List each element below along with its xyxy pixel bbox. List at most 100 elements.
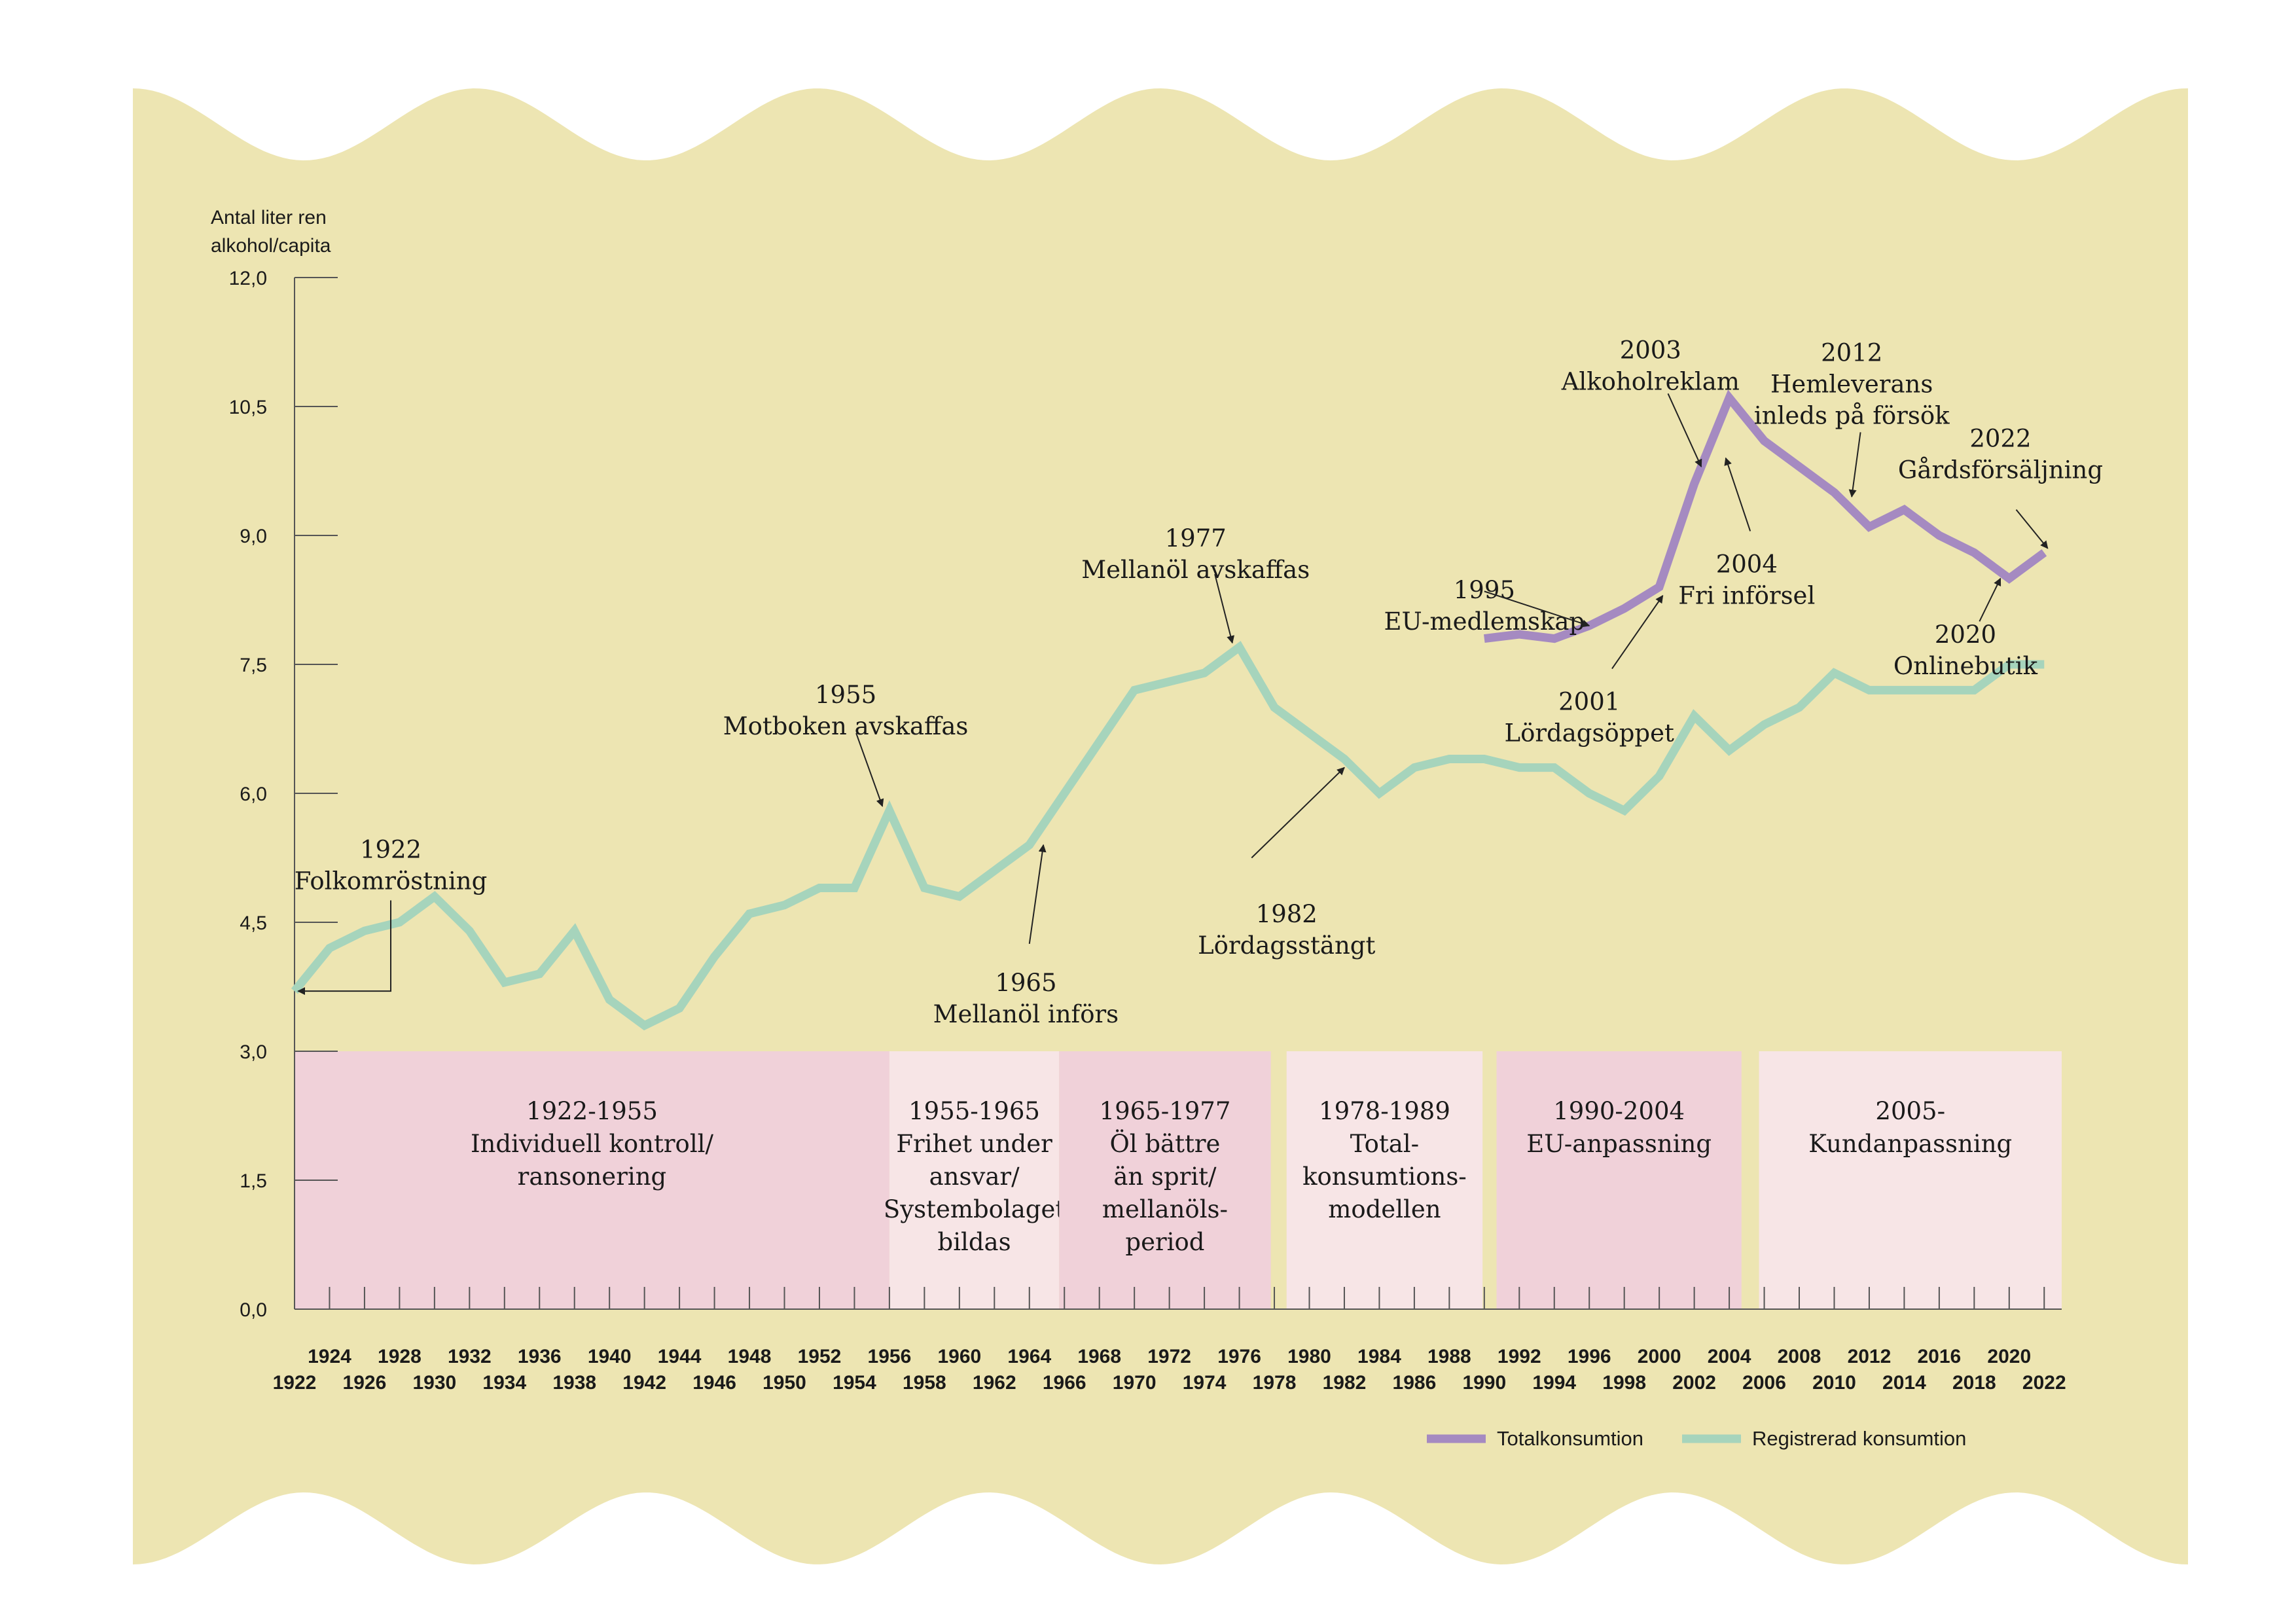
y-tick-label-8: 12,0: [229, 268, 267, 289]
x-tick-label-top-4: 1940: [588, 1346, 632, 1367]
y-tick-label-4: 6,0: [240, 784, 267, 805]
y-tick-label-5: 7,5: [240, 655, 267, 676]
x-tick-label-bottom-12: 1970: [1113, 1372, 1157, 1394]
x-tick-label-top-22: 2012: [1848, 1346, 1892, 1367]
x-tick-label-bottom-3: 1934: [482, 1372, 526, 1394]
x-tick-label-top-13: 1976: [1217, 1346, 1261, 1367]
x-tick-label-bottom-24: 2018: [1952, 1372, 1996, 1394]
annotation-9-line-1: Hemleverans: [1770, 370, 1933, 398]
annotation-3-line-0: 1977: [1165, 524, 1227, 552]
x-tick-label-bottom-25: 2022: [2022, 1372, 2066, 1394]
x-tick-label-bottom-13: 1974: [1183, 1372, 1227, 1394]
era-label-0-1: Individuell kontroll/: [471, 1130, 714, 1158]
era-label-4-0: 1990-2004: [1553, 1097, 1685, 1125]
x-tick-label-top-10: 1964: [1007, 1346, 1051, 1367]
x-tick-label-bottom-1: 1926: [343, 1372, 387, 1394]
x-tick-label-top-5: 1944: [658, 1346, 702, 1367]
annotation-1-line-1: Motboken avskaffas: [723, 712, 969, 740]
x-tick-label-top-2: 1932: [448, 1346, 492, 1367]
x-tick-label-top-15: 1984: [1357, 1346, 1401, 1367]
x-tick-label-top-23: 2016: [1917, 1346, 1961, 1367]
annotation-6-pointer: [1611, 594, 1664, 670]
x-tick-label-bottom-21: 2006: [1742, 1372, 1786, 1394]
era-band-3: [1286, 1051, 1483, 1309]
y-axis-label-line2: alkohol/capita: [211, 235, 331, 257]
annotation-6-line-1: Lördagsöppet: [1505, 719, 1674, 748]
era-label-2-0: 1965-1977: [1100, 1097, 1231, 1125]
x-tick-label-top-12: 1972: [1147, 1346, 1191, 1367]
era-label-1-2: ansvar/: [929, 1163, 1020, 1191]
x-tick-label-bottom-2: 1930: [412, 1372, 456, 1394]
era-band-2: [1059, 1051, 1271, 1309]
annotation-2-line-0: 1965: [995, 969, 1056, 997]
x-tick-label-top-6: 1948: [728, 1346, 772, 1367]
y-tick-label-1: 1,5: [240, 1170, 267, 1192]
y-ticks: 0,0 1,5 3,0 4,5 6,0 7,5 9,0 10,5 12,0: [229, 268, 338, 1321]
era-label-1-4: bildas: [938, 1228, 1011, 1256]
x-tick-label-bottom-5: 1942: [622, 1372, 666, 1394]
x-tick-label-bottom-19: 1998: [1602, 1372, 1646, 1394]
era-label-2-1: Öl bättre: [1109, 1129, 1220, 1158]
era-band-4: [1496, 1051, 1742, 1309]
chart-background: [133, 88, 2188, 1564]
annotation-9-line-2: inleds på försök: [1754, 401, 1950, 429]
x-tick-label-top-17: 1992: [1498, 1346, 1541, 1367]
annotations: 1922 Folkomröstning 1955 Motboken avskaffas…: [295, 336, 2103, 1028]
annotation-10-line-0: 2022: [1969, 425, 2031, 453]
annotation-10-pointer: [2015, 509, 2049, 549]
annotation-5-pointer: [1484, 590, 1590, 628]
era-label-1-0: 1955-1965: [908, 1097, 1040, 1125]
annotation-0-line-1: Folkomröstning: [295, 867, 488, 895]
x-tick-label-top-8: 1956: [868, 1346, 912, 1367]
legend-registered-label: Registrerad konsumtion: [1752, 1427, 1966, 1450]
x-tick-label-top-9: 1960: [937, 1346, 981, 1367]
x-tick-label-top-16: 1988: [1427, 1346, 1471, 1367]
annotation-3-line-1: Mellanöl avskaffas: [1081, 556, 1310, 584]
annotation-2-pointer: [1028, 844, 1047, 944]
era-label-2-4: period: [1125, 1228, 1204, 1256]
era-label-5-0: 2005-: [1875, 1097, 1945, 1125]
annotation-0-pointer: [297, 900, 392, 996]
era-band-5: [1759, 1051, 2062, 1309]
y-tick-label-0: 0,0: [240, 1299, 267, 1321]
x-tick-label-bottom-20: 2002: [1672, 1372, 1716, 1394]
annotation-11-line-1: Onlinebutik: [1893, 652, 2038, 680]
era-label-1-1: Frihet under: [896, 1130, 1052, 1158]
era-label-3-2: konsumtions-: [1302, 1163, 1467, 1191]
annotation-2-line-1: Mellanöl införs: [933, 1000, 1119, 1028]
annotation-7-pointer: [1667, 393, 1702, 468]
x-ticks: 1924 1928 1932 1936 1940 1944 1948 1952 1956 1960…: [273, 1287, 2066, 1394]
era-band-0: [295, 1051, 889, 1309]
y-tick-label-2: 3,0: [240, 1041, 267, 1063]
x-tick-label-top-19: 2000: [1638, 1346, 1681, 1367]
era-bands: 1922-1955 Individuell kontroll/ransonerin…: [295, 1051, 2062, 1309]
annotation-1-pointer: [855, 732, 884, 807]
legend-total-label: Totalkonsumtion: [1497, 1427, 1643, 1450]
annotation-6-line-0: 2001: [1558, 688, 1620, 716]
era-label-5-1: Kundanpassning: [1808, 1130, 2012, 1158]
x-tick-label-top-18: 1996: [1568, 1346, 1611, 1367]
annotation-4-line-0: 1982: [1256, 900, 1318, 928]
x-tick-label-bottom-11: 1966: [1043, 1372, 1086, 1394]
x-tick-label-bottom-23: 2014: [1882, 1372, 1926, 1394]
x-tick-label-top-21: 2008: [1778, 1346, 1821, 1367]
x-tick-label-bottom-15: 1982: [1323, 1372, 1367, 1394]
annotation-4-line-1: Lördagsstängt: [1198, 931, 1375, 960]
annotation-8-line-1: Fri införsel: [1678, 581, 1815, 609]
era-label-0-2: ransonering: [518, 1163, 667, 1191]
x-tick-label-bottom-8: 1954: [833, 1372, 876, 1394]
x-tick-label-top-1: 1928: [378, 1346, 422, 1367]
y-tick-label-7: 10,5: [229, 397, 267, 418]
x-tick-label-bottom-17: 1990: [1462, 1372, 1506, 1394]
era-label-0-0: 1922-1955: [526, 1097, 658, 1125]
era-label-3-3: modellen: [1328, 1195, 1441, 1223]
y-axis-label-line1: Antal liter ren: [211, 207, 327, 228]
era-label-2-2: än sprit/: [1113, 1163, 1217, 1191]
x-tick-label-bottom-0: 1922: [273, 1372, 317, 1394]
x-tick-label-bottom-10: 1962: [973, 1372, 1016, 1394]
annotation-5-line-0: 1995: [1454, 576, 1515, 604]
annotation-8-line-0: 2004: [1716, 550, 1778, 578]
era-label-3-1: Total-: [1350, 1130, 1419, 1158]
annotation-11-line-0: 2020: [1935, 621, 1996, 649]
annotation-8-pointer: [1724, 457, 1751, 532]
